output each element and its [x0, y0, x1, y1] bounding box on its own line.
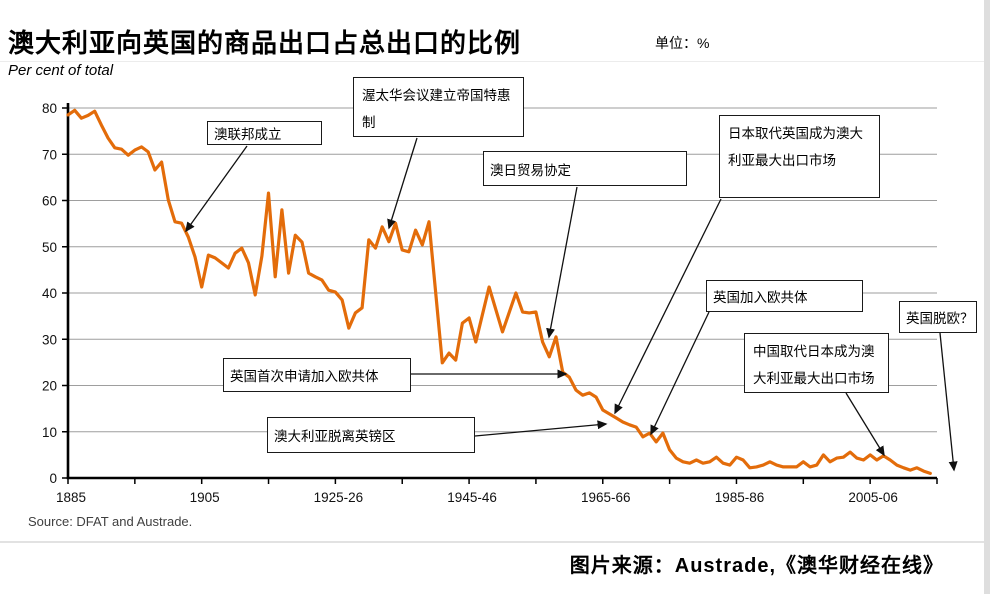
x-tick-label: 2005-06: [848, 490, 898, 505]
annotation-arrow-brexit: [939, 332, 958, 472]
annotation-federation: 澳联邦成立: [207, 121, 322, 145]
annotation-japan-top-export-market: 日本取代英国成为澳大利亚最大出口市场: [719, 115, 880, 198]
annotation-aus-japan-trade-agreement: 澳日贸易协定: [483, 151, 687, 186]
y-axis-caption: Per cent of total: [8, 62, 114, 79]
x-tick-label: 1985-86: [715, 490, 765, 505]
footer-divider: [0, 541, 990, 543]
annotation-arrow-uk-joins-ec: [650, 311, 710, 436]
annotation-arrow-aus-japan-trade-agreement: [546, 186, 578, 339]
annotation-uk-joins-ec: 英国加入欧共体: [706, 280, 863, 312]
x-tick-label: 1885: [56, 490, 86, 505]
y-tick-label: 10: [42, 425, 57, 440]
y-tick-label: 40: [42, 286, 57, 301]
y-tick-label: 20: [42, 379, 57, 394]
annotation-brexit: 英国脱欧？: [899, 301, 977, 333]
y-tick-label: 60: [42, 194, 57, 209]
x-tick-label: 1965-66: [581, 490, 631, 505]
annotation-arrow-japan-top-export-market: [614, 198, 722, 415]
y-tick-label: 50: [42, 240, 57, 255]
page-edge-strip: [984, 0, 990, 594]
series-line: [66, 108, 932, 475]
annotation-arrow-china-top-export-market: [845, 392, 885, 457]
unit-label: 单位：%: [655, 35, 710, 51]
annotation-ottawa-imperial-preference: 渥太华会议建立帝国特惠制: [353, 77, 524, 137]
chart-title: 澳大利亚向英国的商品出口占总出口的比例: [8, 28, 522, 59]
footer-credit: 图片来源：Austrade,《澳华财经在线》: [569, 555, 944, 577]
x-tick-label: 1905: [190, 490, 220, 505]
top-divider: [0, 61, 990, 62]
annotation-uk-first-ec-application: 英国首次申请加入欧共体: [223, 358, 411, 392]
x-tick-label: 1945-46: [447, 490, 497, 505]
x-tick-label: 1925-26: [314, 490, 364, 505]
y-tick-label: 30: [42, 332, 57, 347]
annotation-arrow-aus-leaves-sterling-area: [474, 420, 608, 437]
annotation-china-top-export-market: 中国取代日本成为澳大利亚最大出口市场: [744, 333, 889, 393]
annotation-arrow-federation: [185, 145, 248, 233]
y-tick-label: 0: [49, 471, 57, 486]
y-tick-label: 80: [42, 101, 57, 116]
annotation-arrow-ottawa-imperial-preference: [387, 137, 418, 230]
annotation-aus-leaves-sterling-area: 澳大利亚脱离英镑区: [267, 417, 475, 453]
source-note: Source: DFAT and Austrade.: [28, 514, 193, 529]
y-tick-label: 70: [42, 147, 57, 162]
